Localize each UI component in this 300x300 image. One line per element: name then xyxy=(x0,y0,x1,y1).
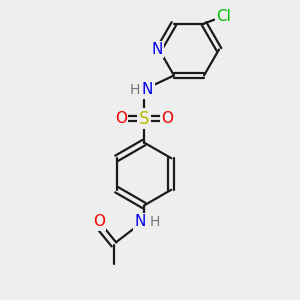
Text: O: O xyxy=(115,111,127,126)
Text: H: H xyxy=(129,83,140,97)
Text: O: O xyxy=(161,111,173,126)
Text: S: S xyxy=(139,110,149,128)
Text: N: N xyxy=(142,82,153,98)
Text: Cl: Cl xyxy=(216,8,231,23)
Text: N: N xyxy=(152,42,163,57)
Text: H: H xyxy=(149,215,160,229)
Text: O: O xyxy=(93,214,105,230)
Text: N: N xyxy=(135,214,146,230)
